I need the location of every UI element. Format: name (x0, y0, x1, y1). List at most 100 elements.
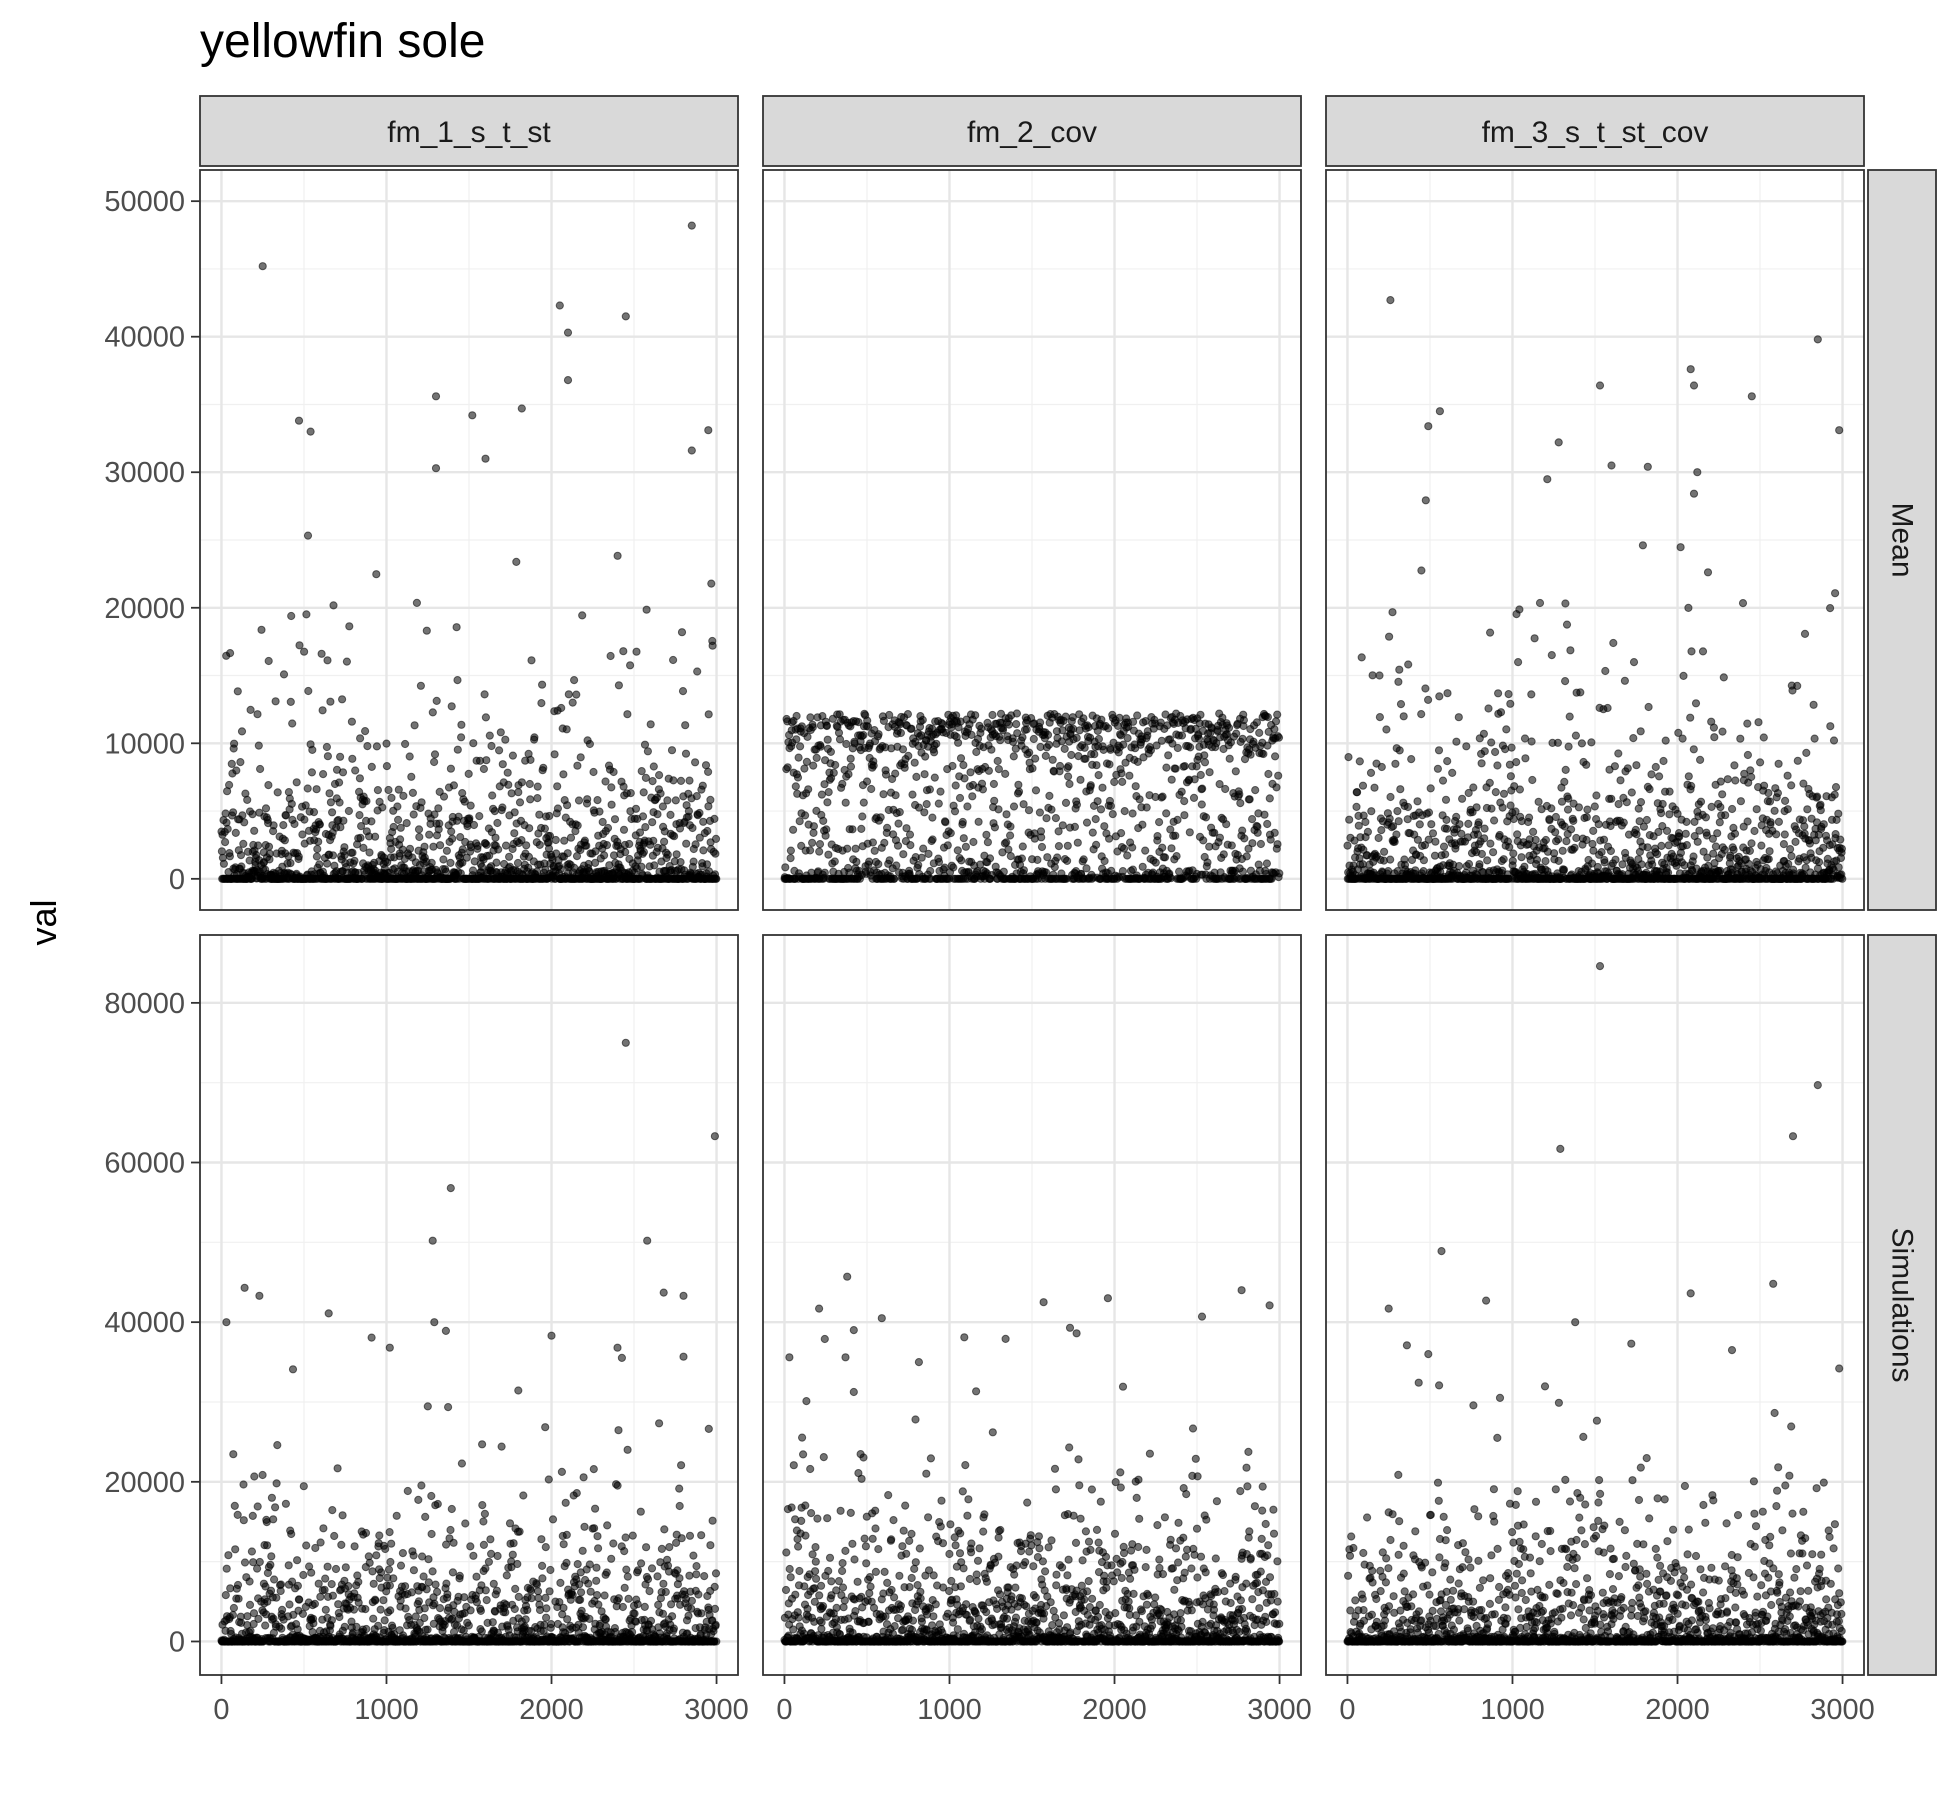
data-point (677, 628, 687, 637)
data-point (300, 647, 309, 656)
data-point (1123, 851, 1132, 860)
data-point (396, 823, 405, 832)
data-point (1514, 658, 1523, 667)
data-point (874, 860, 883, 869)
data-point (271, 1503, 280, 1512)
data-point (430, 810, 439, 819)
data-point (1738, 599, 1748, 608)
data-point (934, 799, 943, 808)
data-point (286, 697, 295, 707)
data-point (1571, 731, 1581, 740)
data-point (595, 807, 604, 816)
data-point (1196, 770, 1205, 780)
data-point (321, 1574, 330, 1583)
data-point (808, 723, 817, 732)
data-point (1657, 841, 1666, 851)
data-point (822, 825, 831, 834)
data-point (1270, 725, 1279, 734)
data-point (1491, 788, 1500, 797)
data-point (1487, 738, 1496, 747)
data-point (1271, 752, 1280, 761)
data-point (525, 779, 534, 789)
data-point (1035, 808, 1045, 817)
data-point (488, 791, 497, 800)
data-point (614, 681, 624, 690)
data-point (1764, 788, 1773, 798)
data-point (1354, 821, 1363, 830)
data-point (393, 802, 402, 811)
data-point (339, 816, 348, 825)
data-point (1838, 874, 1847, 883)
data-point (1396, 785, 1405, 794)
data-point (591, 847, 600, 856)
data-point (1687, 781, 1696, 791)
data-point (1744, 859, 1754, 869)
data-point (1597, 848, 1606, 857)
data-point (907, 724, 916, 733)
data-point (559, 770, 568, 779)
data-point (1454, 713, 1463, 722)
data-point (1435, 407, 1445, 416)
data-point (256, 764, 265, 774)
data-point (1813, 792, 1822, 801)
data-point (1431, 837, 1440, 846)
facet-row-strip-1 (1867, 934, 1937, 1676)
data-point (869, 761, 878, 770)
data-point (691, 840, 700, 849)
data-point (278, 1605, 287, 1615)
data-point (932, 739, 941, 748)
data-point (1205, 768, 1214, 777)
data-point (264, 781, 273, 790)
data-point (540, 824, 550, 833)
data-point (978, 785, 988, 794)
data-point (288, 719, 297, 728)
data-point (1255, 728, 1264, 738)
data-point (469, 739, 478, 748)
data-point (272, 1479, 281, 1488)
data-point (1043, 853, 1052, 862)
data-point (356, 734, 365, 743)
data-point (508, 751, 518, 760)
data-point (687, 446, 696, 455)
data-point (1117, 769, 1126, 778)
data-point (1094, 734, 1104, 744)
data-point (643, 747, 653, 756)
data-point (533, 794, 542, 803)
data-point (711, 849, 720, 858)
data-point (422, 626, 431, 635)
data-point (829, 768, 838, 777)
data-point (1225, 754, 1234, 763)
facet-row-label: Mean (1886, 502, 1919, 577)
data-point (1512, 758, 1521, 767)
data-point (1345, 815, 1354, 824)
data-point (1421, 684, 1430, 693)
data-point (910, 758, 919, 767)
data-point (823, 735, 832, 744)
data-point (357, 822, 366, 831)
data-point (1395, 746, 1404, 755)
data-point (906, 841, 915, 850)
data-point (823, 798, 832, 807)
data-point (641, 773, 651, 783)
data-point (510, 829, 519, 838)
data-point (239, 839, 248, 849)
data-point (295, 1595, 304, 1604)
data-point (428, 708, 437, 717)
data-point (1266, 835, 1275, 844)
data-point (920, 770, 929, 779)
data-point (1710, 733, 1719, 742)
data-point (1695, 826, 1704, 835)
data-point (1698, 647, 1708, 656)
data-point (1067, 750, 1076, 760)
data-point (817, 790, 827, 799)
data-point (649, 836, 658, 845)
data-point (1123, 734, 1132, 743)
data-point (1736, 797, 1746, 806)
data-point (335, 778, 344, 787)
data-point (1428, 829, 1438, 838)
data-point (432, 696, 441, 706)
data-point (1618, 860, 1627, 869)
data-point (1809, 700, 1818, 709)
data-point (539, 763, 548, 772)
data-point (263, 1541, 272, 1550)
